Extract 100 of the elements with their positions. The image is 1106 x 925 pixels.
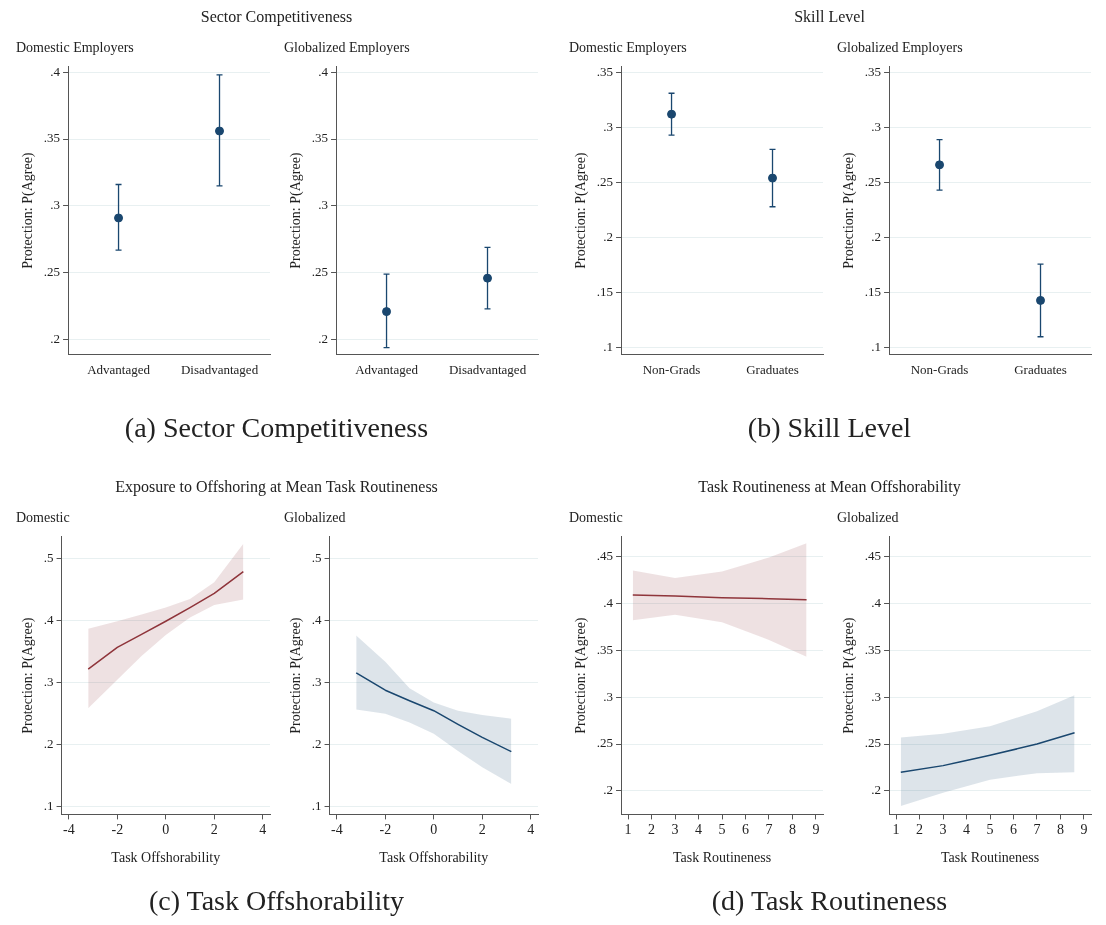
x-tick-label: 7 bbox=[765, 822, 773, 838]
y-axis-title: Protection: P(Agree) bbox=[573, 617, 590, 734]
y-axis-title: Protection: P(Agree) bbox=[288, 617, 305, 734]
x-tick-label: 5 bbox=[718, 822, 726, 838]
y-tick-label: .3 bbox=[603, 118, 614, 134]
x-tick-label: 3 bbox=[671, 822, 679, 838]
text: Exposure to Offshoring at Mean Task Routineness bbox=[114, 478, 439, 496]
y-tick-label: .35 bbox=[596, 63, 614, 79]
x-axis-title: Task Routineness bbox=[940, 850, 1040, 866]
y-tick-label: .3 bbox=[871, 688, 882, 704]
y-tick-label: .4 bbox=[871, 594, 882, 610]
x-tick-label: Non-Grads bbox=[910, 361, 969, 377]
x-tick-label: 1 bbox=[624, 822, 632, 838]
y-tick-label: .1 bbox=[871, 339, 882, 355]
y-tick-label: .25 bbox=[43, 264, 61, 280]
y-tick-label: .45 bbox=[864, 547, 882, 563]
y-tick-label: .35 bbox=[43, 130, 61, 146]
text: (a) Sector Competitiveness bbox=[123, 412, 430, 444]
y-axis-title: Protection: P(Agree) bbox=[20, 152, 37, 269]
text: (b) Skill Level bbox=[746, 412, 913, 444]
y-tick-label: .3 bbox=[50, 197, 61, 213]
x-tick-label: 2 bbox=[648, 822, 656, 838]
y-axis-title: Protection: P(Agree) bbox=[288, 152, 305, 269]
x-axis-title: Task Offshorability bbox=[111, 850, 221, 866]
y-tick-label: .3 bbox=[311, 674, 322, 690]
y-tick-label: .3 bbox=[603, 688, 614, 704]
x-tick-label: 6 bbox=[742, 822, 750, 838]
x-tick-label: Non-Grads bbox=[642, 361, 701, 377]
x-tick-label: Advantaged bbox=[355, 361, 419, 377]
y-tick-label: .2 bbox=[50, 331, 61, 347]
y-axis-title: Protection: P(Agree) bbox=[20, 617, 37, 734]
x-tick-label: -2 bbox=[379, 822, 392, 838]
x-tick-label: 4 bbox=[695, 822, 703, 838]
y-tick-label: .2 bbox=[603, 229, 614, 245]
y-tick-label: .1 bbox=[311, 798, 322, 814]
text: (c) Task Offshorability bbox=[147, 885, 406, 917]
y-tick-label: .4 bbox=[50, 63, 61, 79]
x-tick-label: -2 bbox=[111, 822, 124, 838]
y-tick-label: .15 bbox=[864, 284, 882, 300]
y-tick-label: .5 bbox=[43, 549, 54, 565]
x-tick-label: 8 bbox=[1056, 822, 1064, 838]
chart-title: Domestic bbox=[16, 510, 70, 526]
chart-title: Domestic Employers bbox=[16, 40, 134, 56]
x-tick-label: 2 bbox=[210, 822, 218, 838]
chart-title: Domestic Employers bbox=[569, 40, 687, 56]
x-tick-label: 9 bbox=[1080, 822, 1088, 838]
y-tick-label: .25 bbox=[864, 735, 882, 751]
y-tick-label: .15 bbox=[596, 284, 614, 300]
y-tick-label: .35 bbox=[864, 641, 882, 657]
y-tick-label: .3 bbox=[318, 197, 329, 213]
text: Skill Level bbox=[793, 8, 866, 26]
y-tick-label: .4 bbox=[318, 63, 329, 79]
x-tick-label: 2 bbox=[916, 822, 924, 838]
x-tick-label: Graduates bbox=[746, 361, 799, 377]
y-axis-title: Protection: P(Agree) bbox=[841, 617, 858, 734]
y-axis-title: Protection: P(Agree) bbox=[573, 152, 590, 269]
y-axis-title: Protection: P(Agree) bbox=[841, 152, 858, 269]
y-tick-label: .4 bbox=[603, 594, 614, 610]
y-tick-label: .2 bbox=[871, 229, 882, 245]
x-axis-title: Task Offshorability bbox=[379, 850, 489, 866]
x-tick-label: 0 bbox=[162, 822, 170, 838]
x-tick-label: 6 bbox=[1010, 822, 1018, 838]
x-tick-label: Graduates bbox=[1014, 361, 1067, 377]
x-tick-label: -4 bbox=[62, 822, 75, 838]
x-axis-title: Task Routineness bbox=[672, 850, 772, 866]
y-tick-label: .2 bbox=[318, 331, 329, 347]
y-tick-label: .4 bbox=[43, 612, 55, 628]
x-tick-label: 7 bbox=[1033, 822, 1041, 838]
y-tick-label: .4 bbox=[311, 612, 323, 628]
x-tick-label: Disadvantaged bbox=[180, 361, 259, 377]
y-tick-label: .2 bbox=[603, 782, 614, 798]
x-tick-label: 8 bbox=[788, 822, 796, 838]
y-tick-label: .3 bbox=[43, 674, 54, 690]
chart-title: Domestic bbox=[569, 510, 623, 526]
chart-title: Globalized bbox=[837, 510, 899, 526]
x-tick-label: Disadvantaged bbox=[448, 361, 527, 377]
x-tick-label: 3 bbox=[939, 822, 947, 838]
y-tick-label: .2 bbox=[311, 736, 322, 752]
chart-title: Globalized bbox=[284, 510, 346, 526]
y-tick-label: .2 bbox=[43, 736, 54, 752]
x-tick-label: 9 bbox=[812, 822, 820, 838]
chart-title: Globalized Employers bbox=[837, 40, 963, 56]
y-tick-label: .1 bbox=[603, 339, 614, 355]
x-tick-label: 5 bbox=[986, 822, 994, 838]
y-tick-label: .35 bbox=[596, 641, 614, 657]
y-tick-label: .3 bbox=[871, 118, 882, 134]
chart-title: Globalized Employers bbox=[284, 40, 410, 56]
x-tick-label: -4 bbox=[330, 822, 343, 838]
y-tick-label: .5 bbox=[311, 549, 322, 565]
y-tick-label: .45 bbox=[596, 547, 614, 563]
y-tick-label: .25 bbox=[864, 173, 882, 189]
x-tick-label: 4 bbox=[527, 822, 535, 838]
text: Task Routineness at Mean Offshorability bbox=[697, 478, 962, 496]
x-tick-label: 0 bbox=[430, 822, 438, 838]
y-tick-label: .35 bbox=[311, 130, 329, 146]
x-tick-label: Advantaged bbox=[87, 361, 151, 377]
x-tick-label: 4 bbox=[259, 822, 267, 838]
y-tick-label: .25 bbox=[596, 173, 614, 189]
y-tick-label: .25 bbox=[596, 735, 614, 751]
x-tick-label: 1 bbox=[892, 822, 900, 838]
